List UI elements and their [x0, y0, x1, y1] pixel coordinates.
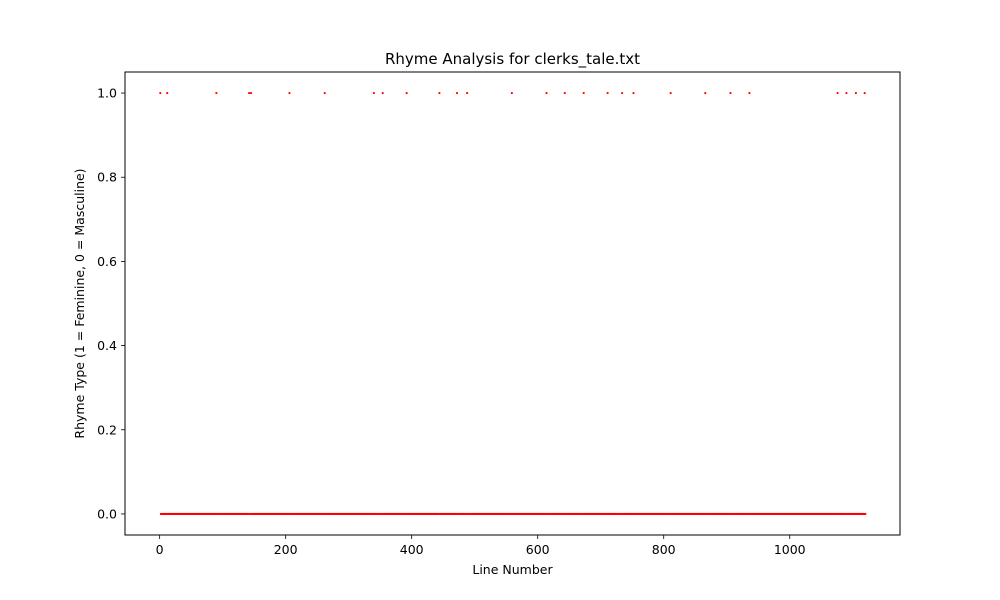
x-tick-label: 600: [526, 542, 550, 557]
x-tick-label: 400: [400, 542, 424, 557]
feminine-rhyme-point: [748, 91, 751, 95]
feminine-rhyme-point: [510, 91, 513, 95]
feminine-rhyme-point: [836, 91, 839, 95]
feminine-rhyme-point: [621, 91, 624, 95]
feminine-rhyme-point: [845, 91, 848, 95]
x-tick-label: 1000: [774, 542, 806, 557]
x-tick-label: 0: [156, 542, 164, 557]
x-tick-label: 800: [652, 542, 676, 557]
feminine-rhyme-point: [438, 91, 441, 95]
x-tick-label: 200: [274, 542, 298, 557]
chart-title: Rhyme Analysis for clerks_tale.txt: [385, 50, 640, 69]
y-tick-label: 0.6: [97, 254, 117, 269]
feminine-rhyme-point: [582, 91, 585, 95]
masculine-rhyme-point: [864, 512, 867, 516]
feminine-rhyme-point: [159, 91, 162, 95]
y-tick-label: 0.4: [97, 338, 117, 353]
feminine-rhyme-point: [704, 91, 707, 95]
y-axis: 0.0 0.2 0.4 0.6 0.8 1.0: [97, 86, 125, 521]
feminine-rhyme-point: [545, 91, 548, 95]
axes-frame: [124, 71, 901, 536]
y-tick-label: 0.0: [97, 506, 117, 521]
feminine-rhyme-point: [323, 91, 326, 95]
y-axis-label: Rhyme Type (1 = Feminine, 0 = Masculine): [72, 168, 87, 438]
feminine-rhyme-point: [466, 91, 469, 95]
feminine-rhyme-point: [455, 91, 459, 95]
x-axis: 0 200 400 600 800 1000: [156, 535, 806, 557]
feminine-rhyme-point: [288, 91, 291, 95]
x-axis-label: Line Number: [472, 562, 553, 577]
y-tick-label: 0.2: [97, 422, 117, 437]
feminine-rhyme-point: [248, 91, 251, 95]
feminine-rhyme-point: [381, 91, 384, 95]
y-tick-label: 1.0: [97, 86, 117, 101]
feminine-rhyme-point: [405, 91, 408, 95]
feminine-rhyme-point: [729, 91, 732, 95]
feminine-rhyme-point: [249, 91, 253, 95]
feminine-rhyme-point: [215, 91, 218, 95]
y-tick-label: 0.8: [97, 170, 117, 185]
feminine-rhyme-point: [372, 91, 375, 95]
data-points: [159, 91, 867, 516]
feminine-rhyme-point: [166, 91, 169, 95]
feminine-rhyme-point: [606, 91, 609, 95]
feminine-rhyme-point: [563, 91, 566, 95]
feminine-rhyme-point: [854, 91, 857, 95]
feminine-rhyme-point: [669, 91, 672, 95]
feminine-rhyme-point: [632, 91, 635, 95]
feminine-rhyme-point: [863, 91, 866, 95]
